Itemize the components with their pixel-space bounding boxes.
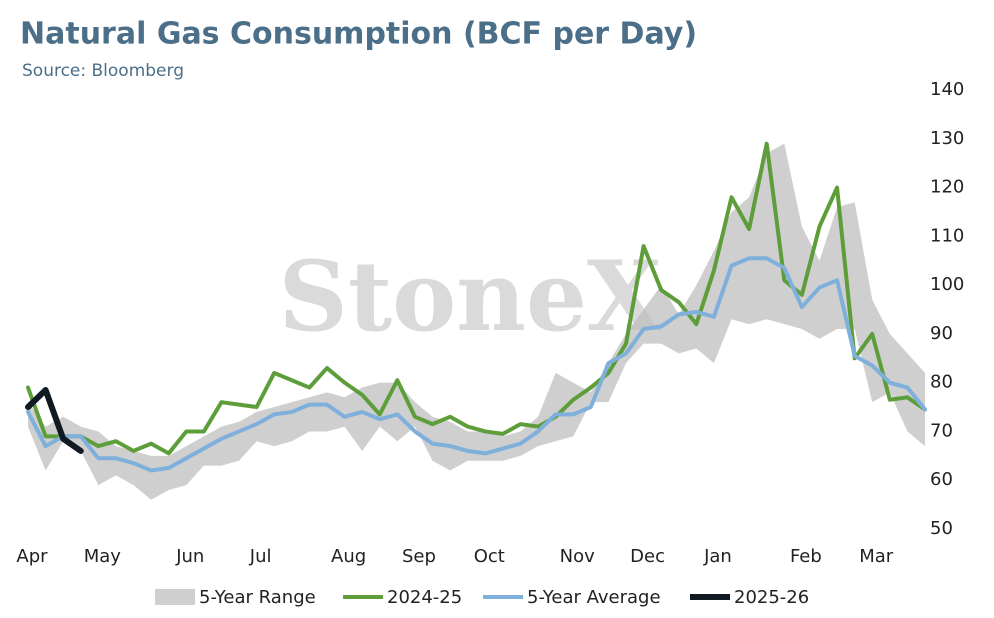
chart-title: Natural Gas Consumption (BCF per Day) [20,17,697,52]
y-tick-label: 120 [930,177,964,198]
x-tick-label: Sep [402,546,436,567]
x-tick-label: Mar [859,546,894,567]
legend-label: 5-Year Range [199,587,316,608]
x-tick-label: May [84,546,122,567]
series-line [26,256,927,473]
range-area [28,143,925,500]
y-tick-label: 100 [930,274,964,295]
x-tick-label: Jan [703,546,732,567]
x-tick-label: Jun [175,546,204,567]
y-tick-label: 50 [930,518,953,539]
chart-subtitle: Source: Bloomberg [22,61,184,81]
legend-label: 2025-26 [734,587,809,608]
legend-swatch [155,589,195,605]
x-tick-label: Jul [249,546,272,567]
x-tick-label: Feb [790,546,822,567]
series-line [25,386,84,454]
x-tick-label: Oct [474,546,505,567]
y-tick-label: 110 [930,225,964,246]
y-tick-label: 80 [930,372,953,393]
y-tick-label: 140 [930,79,964,100]
y-tick-label: 130 [930,128,964,149]
x-tick-label: Apr [16,546,48,567]
y-tick-label: 60 [930,469,953,490]
y-tick-label: 90 [930,323,953,344]
x-tick-label: Dec [630,546,665,567]
y-tick-label: 70 [930,420,953,441]
legend-label: 5-Year Average [527,587,661,608]
legend-label: 2024-25 [387,587,462,608]
watermark: StoneX [278,240,662,353]
x-tick-label: Aug [331,546,366,567]
series-line [26,141,927,456]
x-tick-label: Nov [560,546,595,567]
